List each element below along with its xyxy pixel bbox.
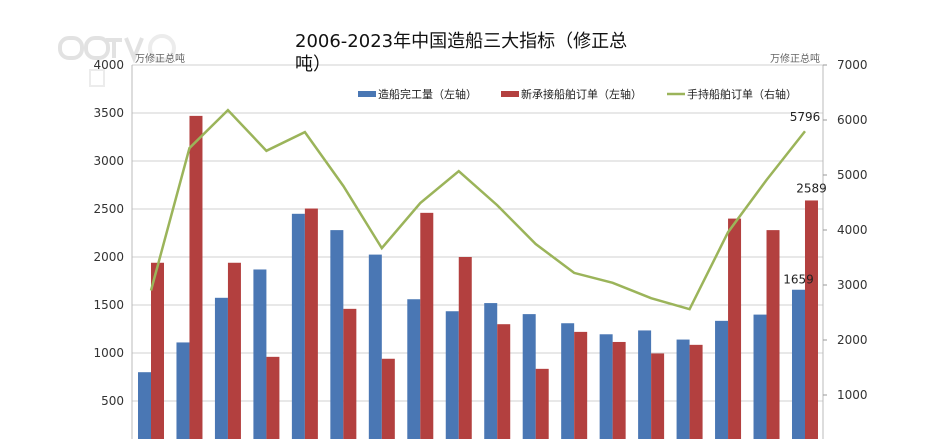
chart-title-line2: 吨） xyxy=(295,54,331,75)
bar-2007-s0 xyxy=(176,342,190,439)
legend-swatch xyxy=(501,91,519,97)
bar-2019-s1 xyxy=(651,353,665,439)
bar-2020-s0 xyxy=(676,339,690,439)
data-labels: 1659 2589 5796 xyxy=(783,110,827,287)
bar-2014-s1 xyxy=(458,257,472,439)
data-label: 2589 xyxy=(796,181,827,195)
bar-2017-s1 xyxy=(574,331,588,439)
left-tick-label: 500 xyxy=(101,394,124,408)
line-path xyxy=(149,108,806,311)
bar-2013-s0 xyxy=(407,299,421,439)
bar-2014-s0 xyxy=(445,311,459,439)
right-axis-unit: 万修正总吨 xyxy=(770,52,820,65)
bar-2021-s1 xyxy=(728,218,742,439)
bar-2012-s1 xyxy=(381,358,395,439)
right-tick-label: 2000 xyxy=(837,333,868,347)
left-tick-label: 3000 xyxy=(93,154,124,168)
bar-2022-s1 xyxy=(766,230,780,439)
bar-2022-s0 xyxy=(753,314,767,439)
gridlines xyxy=(131,64,827,439)
bar-2018-s1 xyxy=(612,341,626,439)
bar-2019-s0 xyxy=(638,330,652,439)
legend-label: 新承接船舶订单（左轴） xyxy=(521,87,642,101)
bar-2009-s0 xyxy=(253,269,267,439)
right-tick-label: 3000 xyxy=(837,278,868,292)
legend-label: 手持船舶订单（右轴） xyxy=(687,87,797,101)
chart-title-line1: 2006-2023年中国造船三大指标（修正总 xyxy=(295,31,627,52)
bar-2012-s0 xyxy=(368,254,382,439)
data-label: 5796 xyxy=(790,110,821,124)
right-tick-label: 6000 xyxy=(837,113,868,127)
bar-2011-s0 xyxy=(330,230,344,439)
right-tick-label: 5000 xyxy=(837,168,868,182)
left-tick-label: 4000 xyxy=(93,58,124,72)
line-series xyxy=(149,108,806,311)
bar-2023-s0 xyxy=(791,289,805,439)
tick-labels: 500 1000 1500 2000 2500 3000 3500 4000 1000 2000 3… xyxy=(93,58,867,408)
left-tick-label: 3500 xyxy=(93,106,124,120)
right-tick-label: 7000 xyxy=(837,58,868,72)
bar-2009-s1 xyxy=(266,356,280,439)
left-tick-label: 2000 xyxy=(93,250,124,264)
data-label: 1659 xyxy=(783,273,814,287)
bar-2011-s1 xyxy=(343,308,357,439)
left-tick-label: 1000 xyxy=(93,346,124,360)
bar-2023-s1 xyxy=(804,200,818,439)
legend-label: 造船完工量（左轴） xyxy=(378,87,477,101)
bar-2021-s0 xyxy=(715,320,729,439)
right-tick-label: 4000 xyxy=(837,223,868,237)
bar-2015-s1 xyxy=(497,324,511,439)
bar-2006-s0 xyxy=(138,372,151,439)
bar-2006-s1 xyxy=(151,262,164,439)
bar-2007-s1 xyxy=(189,115,203,439)
legend: 造船完工量（左轴） 新承接船舶订单（左轴） 手持船舶订单（右轴） xyxy=(358,87,797,101)
legend-swatch xyxy=(358,91,376,97)
left-tick-label: 2500 xyxy=(93,202,124,216)
bar-2010-s1 xyxy=(304,208,318,439)
bar-2016-s1 xyxy=(535,368,549,439)
bar-2015-s0 xyxy=(484,303,498,439)
bar-2020-s1 xyxy=(689,344,703,439)
bar-2008-s1 xyxy=(227,262,241,439)
bar-2010-s0 xyxy=(291,213,305,439)
left-axis-unit: 万修正总吨 xyxy=(135,52,185,65)
right-tick-label: 1000 xyxy=(837,388,868,402)
bar-2013-s1 xyxy=(420,212,434,439)
cctv-logo xyxy=(58,34,176,87)
bar-2016-s0 xyxy=(522,314,536,439)
bars xyxy=(138,115,818,439)
left-tick-label: 1500 xyxy=(93,298,124,312)
bar-2008-s0 xyxy=(214,297,228,439)
bar-2018-s0 xyxy=(599,334,613,439)
bar-2017-s0 xyxy=(561,323,575,439)
